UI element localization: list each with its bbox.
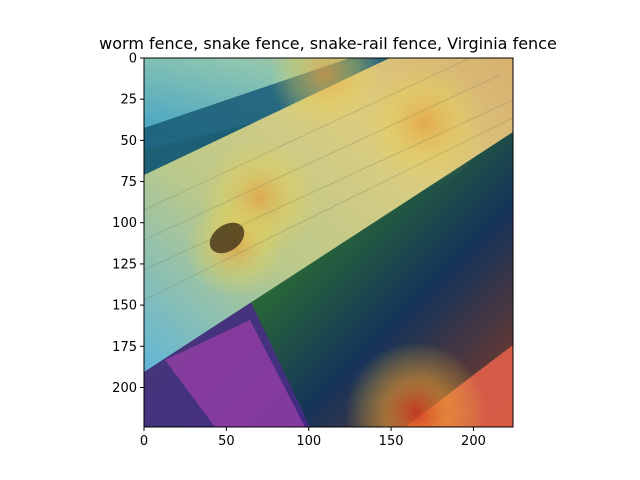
x-tick-label: 0	[140, 434, 148, 449]
x-tick-label: 150	[379, 434, 404, 449]
y-tick-label: 25	[120, 93, 137, 108]
x-tick-label: 100	[296, 434, 321, 449]
y-tick-label: 100	[112, 216, 137, 231]
wood-grain	[144, 58, 513, 301]
heat-hotspot	[269, 58, 382, 131]
x-tick-label: 200	[461, 434, 486, 449]
y-tick-label: 75	[120, 175, 137, 190]
chart-title: worm fence, snake fence, snake-rail fenc…	[99, 34, 557, 53]
y-tick-label: 0	[129, 52, 137, 67]
wood-knot	[209, 222, 245, 254]
heat-hotspot	[362, 62, 486, 186]
y-axis: 0 25 50 75 100 125 150 175 200	[112, 52, 144, 396]
y-tick-label: 125	[112, 257, 137, 272]
y-tick-label: 50	[120, 134, 137, 149]
x-tick-label: 50	[218, 434, 235, 449]
heatmap-image	[144, 58, 513, 427]
heat-hotspot	[345, 342, 486, 427]
y-tick-label: 150	[112, 299, 137, 314]
y-tick-label: 175	[112, 340, 137, 355]
pipe-shape	[165, 320, 305, 427]
x-axis: 0 50 100 150 200	[140, 427, 486, 449]
y-tick-label: 200	[112, 381, 137, 396]
plot-frame	[143, 57, 514, 428]
